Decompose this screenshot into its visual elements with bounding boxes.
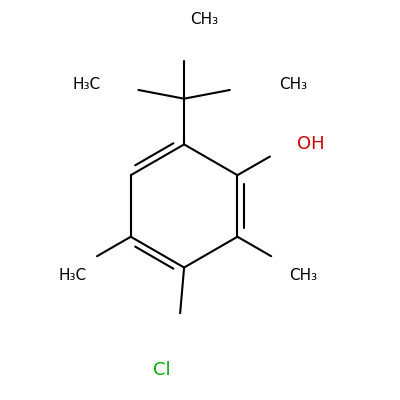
Text: CH₃: CH₃ <box>190 12 218 27</box>
Text: Cl: Cl <box>154 361 171 379</box>
Text: H₃C: H₃C <box>72 77 101 92</box>
Text: OH: OH <box>297 135 325 153</box>
Text: CH₃: CH₃ <box>280 77 308 92</box>
Text: H₃C: H₃C <box>59 268 87 283</box>
Text: CH₃: CH₃ <box>289 268 318 283</box>
